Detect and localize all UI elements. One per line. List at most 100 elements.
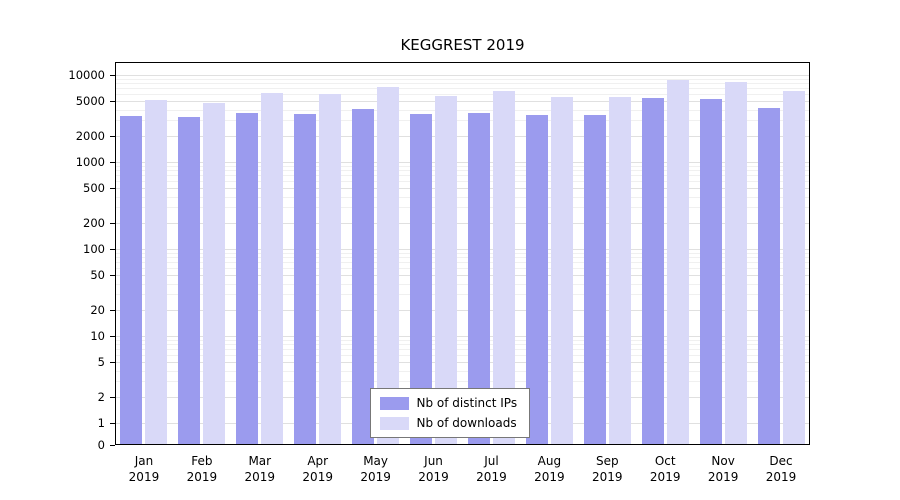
- y-tick-label: 1: [97, 416, 105, 430]
- y-tick-label: 2: [97, 389, 105, 404]
- y-tick-label: 20: [90, 302, 105, 317]
- y-tick-mark: [110, 275, 115, 277]
- bar-distinct-ips-mar: [236, 112, 259, 445]
- minor-gridline: [115, 294, 810, 296]
- major-gridline: [115, 75, 810, 76]
- y-tick-label: 500: [83, 181, 105, 196]
- y-tick-label: 0: [97, 438, 105, 452]
- minor-gridline: [115, 170, 810, 172]
- bar-downloads-sep: [608, 96, 631, 445]
- bar-downloads-oct: [666, 80, 689, 445]
- major-gridline: [115, 135, 810, 137]
- y-tick-mark: [110, 336, 115, 337]
- x-tick-label-may: May 2019: [347, 453, 405, 485]
- major-gridline: [115, 162, 810, 163]
- y-tick-mark: [110, 423, 115, 424]
- x-tick-year: 2019: [360, 470, 391, 484]
- y-tick-label: 50: [90, 268, 105, 283]
- bar-distinct-ips-nov: [699, 98, 722, 445]
- x-tick-year: 2019: [592, 470, 623, 484]
- x-tick-label-apr: Apr 2019: [289, 453, 347, 485]
- x-tick-year: 2019: [765, 470, 797, 484]
- major-gridline: [115, 222, 810, 224]
- bar-downloads-feb: [203, 102, 226, 445]
- bar-distinct-ips-dec: [757, 107, 780, 445]
- y-tick-mark: [110, 309, 115, 311]
- minor-gridline: [115, 381, 810, 383]
- y-tick-label: 5000: [75, 94, 105, 109]
- minor-gridline: [115, 196, 810, 198]
- x-tick-year: 2019: [302, 470, 333, 484]
- minor-gridline: [115, 355, 810, 357]
- minor-gridline: [115, 262, 810, 264]
- x-tick-label-jan: Jan 2019: [115, 453, 173, 485]
- y-tick-label: 100: [83, 242, 105, 256]
- bar-downloads-nov: [724, 82, 747, 445]
- legend-label-downloads: Nb of downloads: [416, 416, 517, 430]
- minor-gridline: [115, 268, 810, 270]
- legend-item-distinct-ips: Nb of distinct IPs: [379, 396, 518, 410]
- x-tick-label-dec: Dec 2019: [752, 453, 810, 485]
- major-gridline: [115, 275, 810, 277]
- legend-swatch-distinct-ips: [379, 396, 409, 410]
- minor-gridline: [115, 120, 810, 122]
- minor-gridline: [115, 252, 810, 254]
- y-tick-label: 200: [83, 215, 105, 230]
- bar-downloads-dec: [782, 90, 805, 445]
- bar-distinct-ips-oct: [641, 97, 664, 445]
- y-tick-mark: [110, 162, 115, 163]
- x-tick-label-feb: Feb 2019: [173, 453, 231, 485]
- minor-gridline: [115, 283, 810, 285]
- y-tick-mark: [110, 135, 115, 137]
- y-tick-label: 1000: [75, 155, 105, 169]
- bar-downloads-apr: [319, 94, 342, 445]
- x-tick-label-jun: Jun 2019: [405, 453, 463, 485]
- x-tick-label-oct: Oct 2019: [636, 453, 694, 485]
- major-gridline: [115, 336, 810, 337]
- x-tick-year: 2019: [707, 470, 739, 484]
- major-gridline: [115, 309, 810, 311]
- bar-downloads-may: [377, 86, 400, 445]
- y-tick-mark: [110, 75, 115, 76]
- bar-distinct-ips-jul: [467, 113, 490, 445]
- x-tick-year: 2019: [418, 470, 449, 484]
- y-tick-mark: [110, 188, 115, 190]
- bar-downloads-aug: [550, 96, 573, 445]
- x-tick-year: 2019: [186, 470, 218, 484]
- y-tick-mark: [110, 249, 115, 250]
- y-tick-label: 10000: [68, 68, 105, 82]
- x-tick-year: 2019: [649, 470, 681, 484]
- minor-gridline: [115, 257, 810, 259]
- bar-distinct-ips-apr: [294, 114, 317, 445]
- y-tick-mark: [110, 396, 115, 398]
- minor-gridline: [115, 207, 810, 209]
- major-gridline: [115, 362, 810, 364]
- x-tick-year: 2019: [128, 470, 160, 484]
- chart-title: KEGGREST 2019: [400, 36, 525, 54]
- x-tick-label-jul: Jul 2019: [463, 453, 521, 485]
- bar-distinct-ips-aug: [525, 115, 548, 445]
- x-tick-label-aug: Aug 2019: [520, 453, 578, 485]
- minor-gridline: [115, 109, 810, 111]
- minor-gridline: [115, 181, 810, 183]
- legend-swatch-downloads: [379, 416, 409, 430]
- legend: Nb of distinct IPs Nb of downloads: [369, 388, 531, 438]
- y-tick-mark: [110, 445, 115, 446]
- bar-distinct-ips-feb: [178, 116, 201, 445]
- bar-downloads-jul: [492, 91, 515, 445]
- x-tick-year: 2019: [476, 470, 507, 484]
- bar-distinct-ips-sep: [583, 115, 606, 445]
- x-tick-year: 2019: [534, 470, 565, 484]
- y-tick-mark: [110, 362, 115, 364]
- bar-distinct-ips-jan: [120, 115, 143, 445]
- minor-gridline: [115, 344, 810, 346]
- x-tick-label-sep: Sep 2019: [578, 453, 636, 485]
- y-tick-mark: [110, 101, 115, 103]
- y-tick-mark: [110, 222, 115, 224]
- minor-gridline: [115, 165, 810, 167]
- bar-downloads-jun: [435, 95, 458, 445]
- legend-label-distinct-ips: Nb of distinct IPs: [416, 396, 518, 410]
- bar-distinct-ips-may: [352, 108, 375, 445]
- minor-gridline: [115, 370, 810, 372]
- major-gridline: [115, 249, 810, 250]
